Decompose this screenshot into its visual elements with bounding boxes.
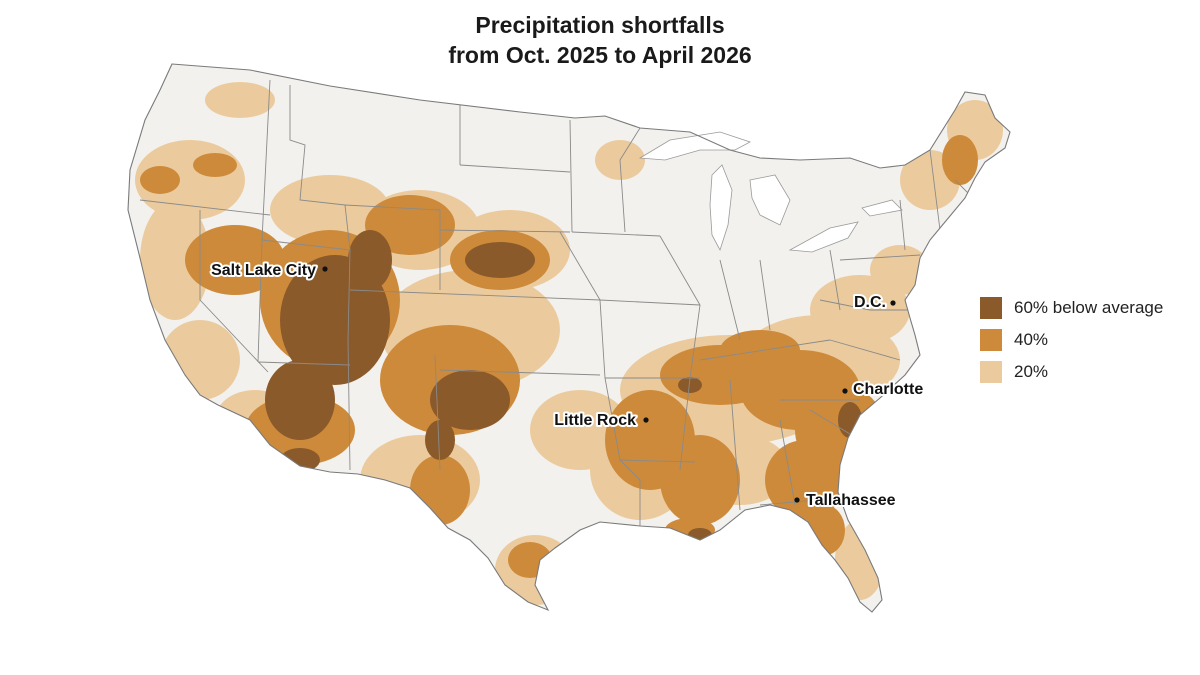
map-legend: 60% below average 40% 20%: [980, 292, 1163, 388]
legend-swatch: [980, 297, 1002, 319]
city-dot: [890, 300, 896, 306]
legend-swatch: [980, 361, 1002, 383]
legend-item-60: 60% below average: [980, 292, 1163, 324]
city-tallahassee: Tallahassee: [794, 490, 898, 511]
legend-label: 20%: [1014, 362, 1049, 381]
state-borders: [139, 79, 986, 526]
legend-item-20: 20%: [980, 356, 1163, 388]
title-line-2: from Oct. 2025 to April 2026: [448, 42, 752, 68]
lake-michigan: [709, 164, 733, 252]
city-markers: Salt Lake City D.C. Charlotte Little Roc…: [209, 260, 925, 511]
lake-superior: [638, 131, 752, 161]
city-salt-lake-city: Salt Lake City: [209, 260, 328, 281]
city-label: Little Rock: [554, 412, 636, 429]
city-label: Tallahassee: [806, 492, 896, 509]
shortfall-layers: [135, 82, 1003, 605]
city-dc: D.C.: [852, 292, 896, 313]
city-label: D.C.: [854, 294, 886, 311]
legend-item-40: 40%: [980, 324, 1163, 356]
legend-label: 40%: [1014, 330, 1049, 349]
legend-label: 60% below average: [1014, 298, 1164, 317]
city-charlotte: Charlotte: [842, 379, 925, 400]
lake-huron: [749, 174, 791, 226]
map-title: Precipitation shortfalls from Oct. 2025 …: [0, 10, 1200, 70]
shortfall-60-layer: [265, 230, 862, 542]
city-dot: [842, 388, 848, 394]
city-little-rock: Little Rock: [552, 410, 649, 431]
lake-erie: [788, 221, 859, 253]
city-dot: [643, 417, 649, 423]
lake-ontario: [861, 199, 903, 217]
great-lakes: [638, 131, 903, 253]
legend-swatch: [980, 329, 1002, 351]
city-dot: [322, 266, 328, 272]
city-label: Salt Lake City: [211, 262, 316, 279]
title-line-1: Precipitation shortfalls: [475, 12, 725, 38]
city-label: Charlotte: [853, 381, 923, 398]
city-dot: [794, 497, 800, 503]
